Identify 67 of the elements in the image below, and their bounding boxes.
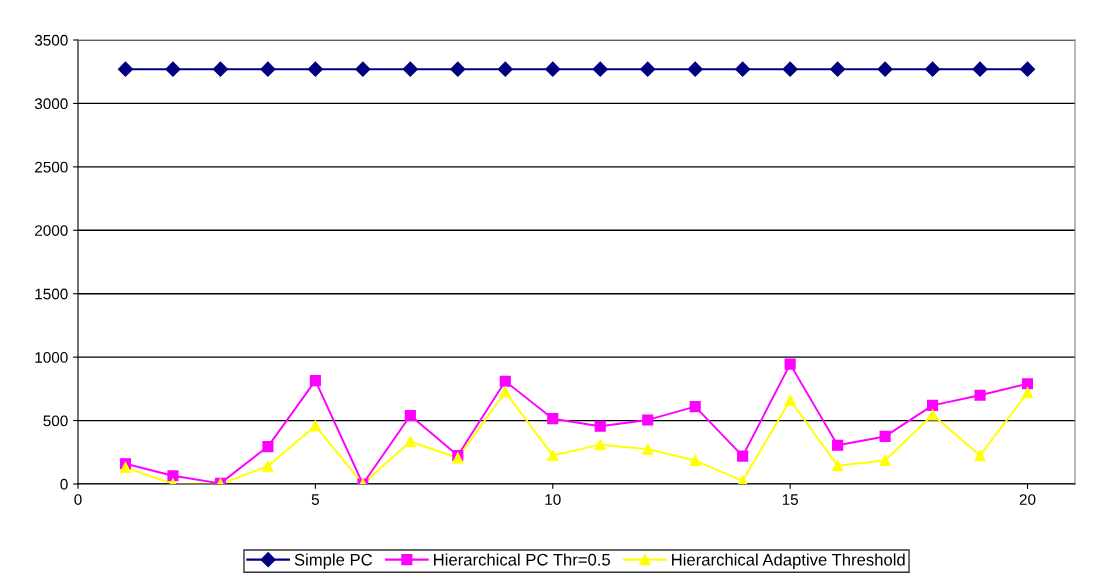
point [119, 461, 132, 474]
point [877, 61, 893, 77]
y-tick-label: 3000 [34, 98, 68, 110]
point [547, 449, 559, 462]
y-tick-label: 2500 [35, 161, 68, 173]
y-tick-label: 1000 [35, 352, 68, 363]
point [1021, 387, 1034, 399]
point [737, 450, 749, 462]
point [402, 61, 418, 77]
point [689, 454, 701, 467]
point [1021, 378, 1034, 390]
point [497, 61, 513, 77]
point [594, 439, 606, 451]
point [309, 420, 321, 432]
y-tick-label: 0 [60, 478, 68, 490]
point [592, 61, 608, 77]
point [545, 61, 561, 77]
point [927, 409, 939, 421]
point [117, 61, 134, 77]
point [594, 420, 606, 432]
legend-label: Hierarchical PC Thr=0.5 [434, 553, 611, 566]
y-tick-label: 2000 [35, 225, 68, 236]
point [355, 61, 371, 77]
point [260, 61, 276, 77]
point [642, 443, 654, 455]
point [642, 414, 654, 426]
point [450, 61, 466, 77]
point [687, 61, 703, 77]
point [830, 61, 846, 77]
x-tick-label: 5 [311, 494, 319, 505]
point [547, 413, 559, 425]
x-tick-label: 15 [782, 494, 798, 505]
point [262, 441, 274, 453]
x-tick-label: 20 [1019, 494, 1036, 505]
point [404, 409, 416, 422]
point [879, 430, 891, 442]
point [640, 61, 656, 77]
point [404, 435, 416, 448]
point [832, 439, 844, 451]
point [499, 375, 511, 387]
point [167, 470, 179, 482]
point [165, 61, 181, 77]
point [974, 449, 986, 462]
point [1019, 61, 1036, 77]
point [832, 460, 844, 472]
legend-label: Hierarchical Adaptive Threshold [672, 553, 905, 569]
y-tick-label: 1500 [35, 288, 68, 300]
point [307, 61, 323, 77]
point [972, 61, 988, 77]
point [689, 401, 701, 413]
point [309, 375, 321, 387]
legend-label: Simple PC [294, 553, 373, 569]
point [784, 394, 796, 406]
point [262, 460, 274, 472]
y-tick-label: 500 [43, 415, 68, 427]
y-tick-label: 3500 [34, 34, 68, 46]
x-tick-label: 0 [74, 494, 82, 505]
point [784, 358, 796, 370]
point [925, 61, 941, 77]
x-tick-label: 10 [545, 494, 561, 505]
point [212, 61, 228, 77]
point [735, 61, 751, 77]
point [974, 389, 986, 401]
point [927, 399, 939, 411]
point [782, 61, 798, 77]
point [879, 454, 891, 467]
point [499, 386, 511, 398]
